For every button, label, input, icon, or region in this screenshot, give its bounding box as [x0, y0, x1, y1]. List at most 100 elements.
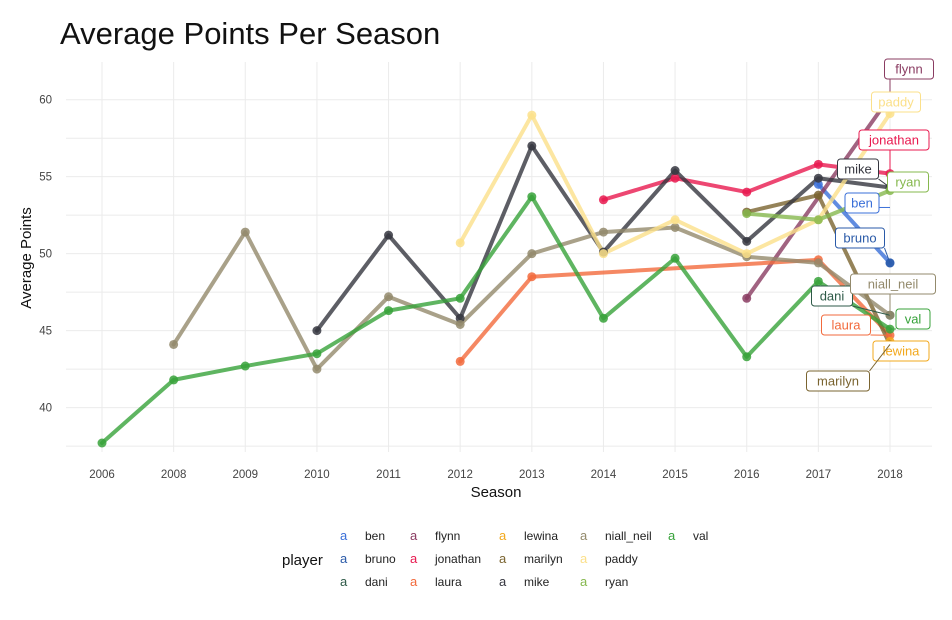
point-jonathan	[742, 187, 752, 197]
line-val	[100, 194, 892, 445]
x-tick-label: 2013	[519, 469, 545, 481]
x-tick-label: 2008	[161, 469, 187, 481]
label-jonathan: jonathan	[858, 129, 930, 174]
legend-key: a	[668, 528, 676, 543]
x-tick-label: 2015	[662, 469, 688, 481]
y-axis-title: Average Points	[18, 207, 35, 308]
legend-key: a	[499, 551, 507, 566]
label-text: paddy	[878, 95, 914, 110]
point-niall-neil	[813, 258, 823, 268]
legend-title: player	[282, 552, 323, 569]
legend-label: val	[693, 529, 708, 543]
x-tick-label: 2012	[447, 469, 473, 481]
legend-key: a	[410, 551, 418, 566]
legend-item-ryan: a ryan	[580, 574, 628, 589]
x-tick-label: 2011	[376, 469, 401, 481]
point-paddy	[670, 215, 680, 225]
point-niall-neil	[455, 319, 465, 329]
y-axis-ticks: 40 45 50 55 60	[39, 95, 52, 415]
label-box	[895, 308, 931, 330]
y-tick-label: 55	[39, 172, 52, 184]
legend-item-lewina: a lewina	[499, 528, 558, 543]
label-flynn: flynn	[884, 58, 934, 97]
label-leader	[852, 305, 891, 316]
y-tick-label: 60	[39, 95, 52, 107]
point-flynn	[742, 293, 752, 303]
point-niall-neil	[384, 292, 394, 302]
label-leader	[869, 344, 891, 372]
label-box	[821, 314, 871, 336]
line-laura	[458, 257, 892, 364]
point-val	[169, 375, 179, 385]
point-ryan	[813, 215, 823, 225]
label-text: lewina	[883, 344, 921, 359]
legend-label: laura	[435, 575, 462, 589]
point-val	[742, 352, 752, 362]
label-box	[858, 129, 930, 151]
point-mike	[742, 236, 752, 246]
legend-key: a	[580, 551, 588, 566]
legend-key: a	[410, 528, 418, 543]
point-niall-neil	[240, 227, 250, 237]
x-tick-label: 2018	[877, 469, 903, 481]
legend-item-paddy: a paddy	[580, 551, 638, 566]
label-box	[872, 340, 930, 362]
label-box	[811, 285, 853, 307]
legend-item-val: a val	[668, 528, 708, 543]
x-tick-label: 2016	[734, 469, 760, 481]
point-mike	[527, 141, 537, 151]
point-val	[813, 276, 823, 286]
y-tick-label: 40	[39, 403, 52, 415]
legend-key: a	[580, 528, 588, 543]
label-paddy: paddy	[871, 91, 921, 113]
label-val: val	[889, 308, 931, 330]
point-mike	[312, 326, 322, 336]
point-val	[97, 438, 107, 448]
label-text: niall_neil	[868, 277, 919, 292]
label-box	[850, 273, 936, 295]
y-tick-label: 45	[39, 326, 52, 338]
legend-label: ryan	[605, 575, 628, 589]
label-box	[835, 227, 885, 249]
point-jonathan	[598, 195, 608, 205]
label-text: jonathan	[868, 133, 919, 148]
point-mike	[813, 173, 823, 183]
label-bruno: bruno	[835, 227, 891, 264]
point-paddy	[598, 249, 608, 259]
point-niall-neil	[312, 364, 322, 374]
label-mike: mike	[837, 158, 891, 188]
legend-label: ben	[365, 529, 385, 543]
label-box	[884, 58, 934, 80]
legend-label: paddy	[605, 552, 638, 566]
legend-key: a	[340, 551, 348, 566]
label-text: dani	[820, 289, 845, 304]
legend-item-bruno: a bruno	[340, 551, 396, 566]
point-val	[384, 306, 394, 316]
label-text: val	[905, 312, 922, 327]
label-text: laura	[832, 318, 862, 333]
label-box	[806, 370, 870, 392]
point-niall-neil	[598, 227, 608, 237]
point-val	[598, 313, 608, 323]
chart-title: Average Points Per Season	[60, 16, 440, 51]
x-tick-label: 2014	[591, 469, 617, 481]
label-niall-neil: niall_neil	[850, 273, 936, 316]
legend-key: a	[340, 574, 348, 589]
x-tick-label: 2006	[89, 469, 115, 481]
point-val	[527, 192, 537, 202]
legend-label: flynn	[435, 529, 460, 543]
x-axis-title: Season	[471, 484, 522, 501]
point-val	[240, 361, 250, 371]
legend-label: marilyn	[524, 552, 563, 566]
legend-item-niall-neil: a niall_neil	[580, 528, 652, 543]
label-dani: dani	[811, 285, 891, 316]
point-marilyn	[813, 190, 823, 200]
series-lines	[100, 94, 892, 445]
legend-item-laura: a laura	[410, 574, 462, 589]
legend-key: a	[410, 574, 418, 589]
x-tick-label: 2017	[806, 469, 832, 481]
label-box	[887, 171, 929, 193]
legend-label: dani	[365, 575, 388, 589]
